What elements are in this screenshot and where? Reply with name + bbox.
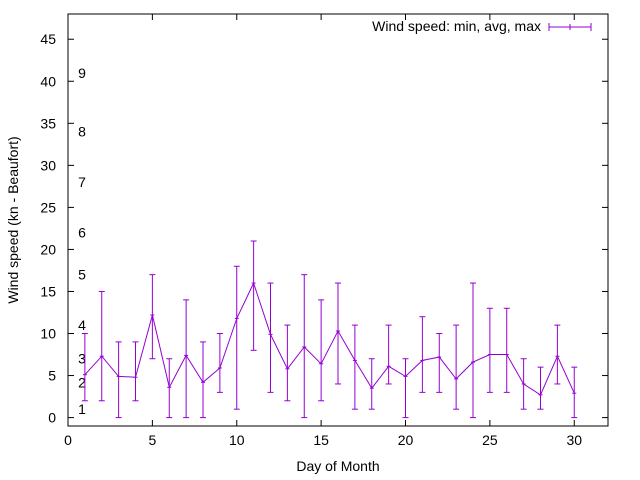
chart-marks: 1 2 3 4 5 6 7 8 9 xyxy=(78,65,578,419)
y-tick-label: 45 xyxy=(40,31,56,47)
x-tick-label: 30 xyxy=(566,432,582,448)
beaufort-label: 4 xyxy=(78,317,86,333)
beaufort-label: 7 xyxy=(78,174,86,190)
x-tick-label: 5 xyxy=(148,432,156,448)
x-tick-label: 10 xyxy=(229,432,245,448)
plot-frame xyxy=(67,13,609,427)
beaufort-label: 9 xyxy=(78,65,86,81)
beaufort-label: 8 xyxy=(78,124,86,140)
y-tick-label: 30 xyxy=(40,157,56,173)
y-tick-label: 35 xyxy=(40,115,56,131)
y-tick-label: 20 xyxy=(40,241,56,257)
x-tick-label: 20 xyxy=(398,432,414,448)
beaufort-label: 2 xyxy=(78,374,86,390)
legend: Wind speed: min, avg, max xyxy=(372,18,592,34)
y-tick-label: 0 xyxy=(48,410,56,426)
y-tick-label: 25 xyxy=(40,199,56,215)
x-tick-label: 25 xyxy=(482,432,498,448)
x-axis-title: Day of Month xyxy=(296,458,379,474)
y-axis-title: Wind speed (kn - Beaufort) xyxy=(5,136,21,303)
y-tick-label: 10 xyxy=(40,326,56,342)
beaufort-label: 3 xyxy=(78,351,86,367)
beaufort-label: 6 xyxy=(78,225,86,241)
series-line xyxy=(84,281,575,396)
beaufort-label: 1 xyxy=(78,401,86,417)
beaufort-label: 5 xyxy=(78,267,86,283)
y-tick-label: 40 xyxy=(40,73,56,89)
legend-label: Wind speed: min, avg, max xyxy=(372,18,541,34)
x-tick-label: 0 xyxy=(64,432,72,448)
y-tick-label: 5 xyxy=(48,368,56,384)
y-tick-label: 15 xyxy=(40,283,56,299)
x-tick-label: 15 xyxy=(313,432,329,448)
